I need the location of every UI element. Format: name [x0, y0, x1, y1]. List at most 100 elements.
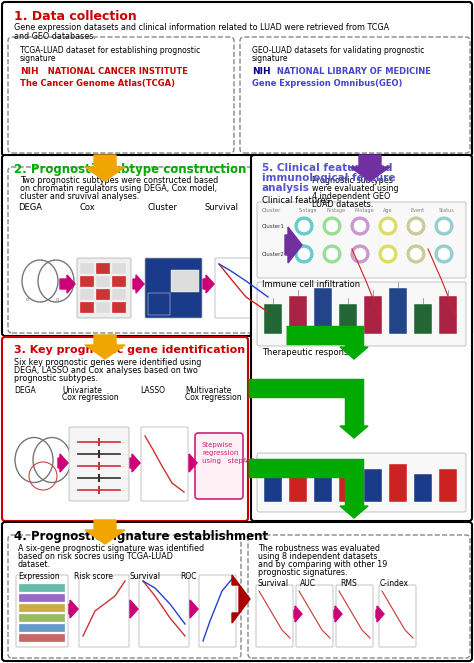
FancyBboxPatch shape	[387, 240, 421, 322]
Bar	[80, 263, 94, 274]
FancyBboxPatch shape	[257, 282, 466, 346]
Text: Gene Expression Omnibus(GEO): Gene Expression Omnibus(GEO)	[252, 79, 402, 88]
FancyBboxPatch shape	[425, 240, 459, 322]
Text: M-stage: M-stage	[355, 208, 374, 213]
Text: Clinical features: Clinical features	[262, 196, 330, 205]
Polygon shape	[58, 454, 68, 472]
Text: Therapeutic responses: Therapeutic responses	[262, 348, 358, 357]
FancyBboxPatch shape	[257, 453, 466, 512]
Bar	[19, 604, 65, 612]
Text: The robustness was evaluated: The robustness was evaluated	[258, 544, 380, 553]
FancyBboxPatch shape	[139, 575, 189, 647]
Text: Prognostic subtypes: Prognostic subtypes	[312, 176, 393, 185]
Ellipse shape	[294, 244, 314, 264]
FancyBboxPatch shape	[79, 575, 129, 647]
Bar	[19, 594, 65, 602]
Text: 2. Prognostic subtype construction: 2. Prognostic subtype construction	[14, 163, 246, 176]
Ellipse shape	[382, 220, 394, 232]
Ellipse shape	[354, 220, 366, 232]
Text: Cox regression: Cox regression	[62, 393, 118, 402]
Bar	[339, 474, 357, 502]
FancyBboxPatch shape	[215, 258, 272, 318]
FancyBboxPatch shape	[379, 585, 416, 647]
FancyBboxPatch shape	[199, 575, 236, 647]
Text: C-index: C-index	[380, 579, 409, 588]
Text: signature: signature	[252, 54, 289, 63]
FancyBboxPatch shape	[300, 167, 468, 333]
Text: DEGA, LASSO and Cox analyses based on two: DEGA, LASSO and Cox analyses based on tw…	[14, 366, 198, 375]
Text: Age: Age	[383, 208, 392, 213]
Bar	[171, 270, 199, 292]
Ellipse shape	[326, 220, 338, 232]
Bar	[112, 276, 126, 287]
Text: prognostic signatures.: prognostic signatures.	[258, 568, 347, 577]
Text: ROC: ROC	[180, 572, 197, 581]
FancyBboxPatch shape	[8, 37, 234, 153]
Polygon shape	[130, 600, 138, 618]
Text: o: o	[56, 297, 59, 302]
Text: o: o	[26, 297, 29, 302]
Text: dataset.: dataset.	[18, 560, 51, 569]
FancyBboxPatch shape	[248, 535, 470, 658]
Polygon shape	[190, 600, 198, 618]
Ellipse shape	[438, 220, 450, 232]
Bar	[96, 276, 110, 287]
FancyBboxPatch shape	[16, 575, 68, 647]
Ellipse shape	[406, 244, 426, 264]
Text: 4 independent GEO: 4 independent GEO	[312, 192, 391, 201]
FancyBboxPatch shape	[2, 522, 472, 661]
Bar	[80, 276, 94, 287]
Bar	[439, 469, 457, 502]
FancyBboxPatch shape	[77, 258, 131, 318]
Text: based on risk socres using TCGA-LUAD: based on risk socres using TCGA-LUAD	[18, 552, 173, 561]
Polygon shape	[334, 606, 342, 622]
Polygon shape	[232, 575, 250, 623]
Polygon shape	[60, 275, 75, 293]
Bar	[148, 293, 170, 315]
Ellipse shape	[298, 220, 310, 232]
Text: RMS: RMS	[340, 579, 357, 588]
Ellipse shape	[350, 216, 370, 236]
FancyBboxPatch shape	[256, 585, 293, 647]
Text: on chromatin regulators using DEGA, Cox model,: on chromatin regulators using DEGA, Cox …	[20, 184, 217, 193]
Bar	[96, 263, 110, 274]
Text: Univariate: Univariate	[62, 386, 102, 395]
Bar	[19, 624, 65, 632]
Text: N-stage: N-stage	[327, 208, 346, 213]
Polygon shape	[85, 155, 125, 181]
Text: NATIONAL CANCER INSTITUTE: NATIONAL CANCER INSTITUTE	[42, 67, 188, 76]
Bar	[112, 289, 126, 300]
Text: immunological feature: immunological feature	[262, 173, 395, 183]
Text: Two prognostic subtypes were constructed based: Two prognostic subtypes were constructed…	[20, 176, 218, 185]
Text: Cox regression: Cox regression	[185, 393, 242, 402]
Polygon shape	[130, 454, 140, 472]
Text: Cluster: Cluster	[262, 208, 282, 213]
Polygon shape	[340, 506, 368, 518]
Text: and by comparing with other 19: and by comparing with other 19	[258, 560, 387, 569]
FancyBboxPatch shape	[2, 2, 472, 156]
FancyBboxPatch shape	[251, 155, 472, 521]
FancyBboxPatch shape	[8, 167, 286, 333]
Text: using 8 independent datasets: using 8 independent datasets	[258, 552, 377, 561]
Text: AUC: AUC	[300, 579, 316, 588]
Text: signature: signature	[20, 54, 56, 63]
Bar	[80, 302, 94, 313]
Ellipse shape	[406, 216, 426, 236]
Polygon shape	[189, 454, 197, 472]
Text: NIH: NIH	[252, 67, 271, 76]
Text: Status: Status	[439, 208, 455, 213]
Text: S-stage: S-stage	[299, 208, 318, 213]
Ellipse shape	[354, 248, 366, 260]
Text: 4. Prognostic signature establishment: 4. Prognostic signature establishment	[14, 530, 268, 543]
Bar	[80, 289, 94, 300]
FancyBboxPatch shape	[257, 202, 466, 278]
Text: A six-gene prognostic signature was identified: A six-gene prognostic signature was iden…	[18, 544, 204, 553]
Text: The Cancer Genome Atlas(TCGA): The Cancer Genome Atlas(TCGA)	[20, 79, 175, 88]
Text: LUAD datasets.: LUAD datasets.	[312, 200, 373, 209]
Text: 1. Data collection: 1. Data collection	[14, 10, 137, 23]
Bar	[414, 474, 432, 502]
Text: prognostic subtypes.: prognostic subtypes.	[14, 374, 98, 383]
Text: 5. Clinical feature and: 5. Clinical feature and	[262, 163, 392, 173]
FancyBboxPatch shape	[311, 240, 345, 322]
Text: Cluster2: Cluster2	[262, 251, 285, 257]
